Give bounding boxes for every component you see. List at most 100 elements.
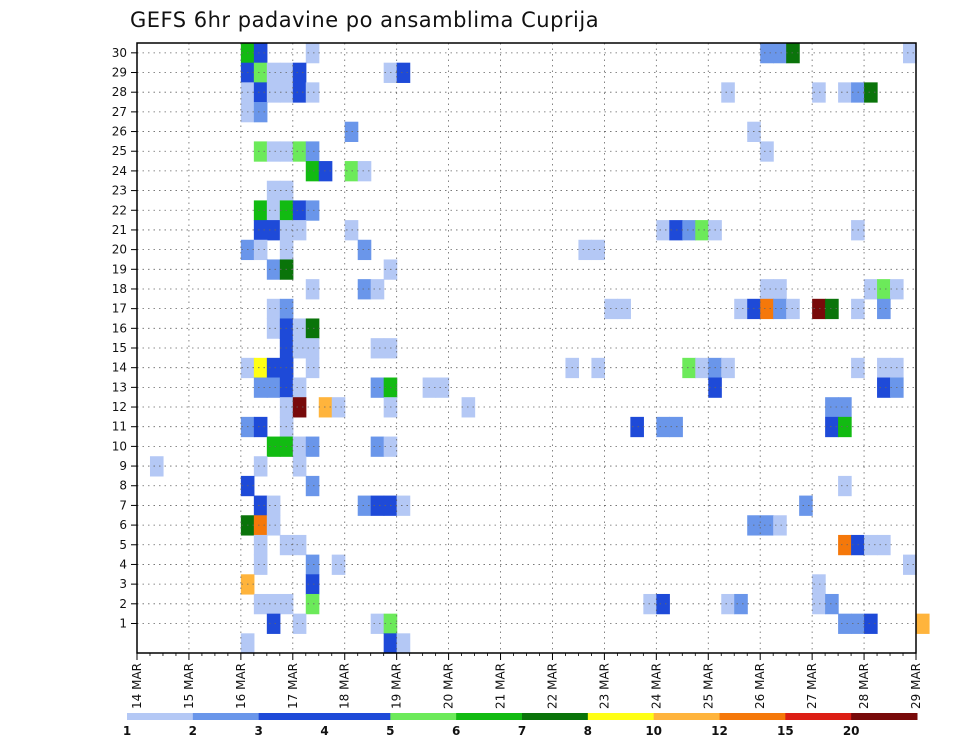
grid-lines [137,43,916,653]
x-tick-label: 27 MAR [805,663,819,709]
heatmap-cell [292,338,307,359]
y-axis: 1234567891011121314151617181920212223242… [112,46,137,630]
heatmap-cell [305,161,320,182]
heatmap-cell [357,161,372,182]
heatmap-cell [812,593,826,615]
y-tick-label: 26 [112,125,127,139]
heatmap-cell [812,298,826,320]
heatmap-cell [292,62,307,83]
heatmap-cell [656,593,670,615]
heatmap-cell [266,495,281,516]
heatmap-cell [266,613,281,634]
heatmap-cell [253,82,268,103]
heatmap-cell [370,613,385,634]
heatmap-cell [838,475,852,497]
heatmap-cell [266,82,281,103]
heatmap-cell [838,534,852,556]
heatmap-cell [383,633,398,654]
colorbar-label: 20 [843,724,860,738]
y-tick-label: 1 [119,616,127,630]
heatmap-cell [266,259,281,280]
heatmap-cell [396,633,411,654]
colorbar-label: 3 [254,724,262,738]
heatmap-cell [266,180,281,202]
heatmap-cell [864,534,878,556]
heatmap-cell [331,554,346,575]
colorbar-label: 4 [320,724,328,738]
heatmap-cell [864,613,878,634]
heatmap-cell [812,82,826,103]
heatmap-cell [305,82,320,103]
x-tick-label: 19 MAR [390,663,404,709]
x-tick-label: 18 MAR [338,663,352,709]
y-tick-label: 6 [119,518,127,532]
y-tick-label: 29 [112,66,127,80]
heatmap-cell [877,357,891,379]
heatmap-cell [825,416,839,438]
colorbar-swatch [851,713,918,720]
heatmap-cell [864,82,878,103]
colorbar-swatch [785,713,852,720]
heatmap-cell [266,298,281,320]
heatmap-cell [721,593,735,615]
heatmap-cell [682,220,696,241]
heatmap-cell [253,220,268,241]
heatmap-cell [825,298,839,320]
y-tick-label: 18 [112,282,127,296]
heatmap-cell [760,515,774,536]
heatmap-cell [617,298,631,320]
colorbar-label: 1 [123,724,131,738]
y-tick-label: 16 [112,321,127,335]
heatmap-cell [773,298,787,320]
x-tick-label: 23 MAR [597,663,611,709]
colorbar-label: 12 [711,724,728,738]
heatmap-cell [253,554,268,575]
heatmap-cell [253,456,268,477]
heatmap-cell [266,436,281,457]
heatmap-cell [370,279,385,300]
colorbar-label: 5 [386,724,394,738]
heatmap-cell [266,220,281,241]
heatmap-cell [370,338,385,359]
heatmap-cell [838,613,852,634]
colorbar-swatch [127,713,194,720]
heatmap-cell [253,239,268,261]
colorbar-swatch [653,713,720,720]
heatmap-cell [266,62,281,83]
heatmap-cell [266,200,281,221]
heatmap-cell [799,495,813,516]
y-tick-label: 27 [112,105,127,119]
heatmap-cell [773,515,787,536]
colorbar-swatch [587,713,655,720]
heatmap-cell [292,200,307,221]
heatmap-cell [292,377,307,398]
x-tick-label: 26 MAR [753,663,767,709]
heatmap-cell [357,495,372,516]
heatmap-cell [734,298,748,320]
y-tick-label: 14 [112,361,127,375]
y-tick-label: 15 [112,341,127,355]
colorbar-swatch [258,713,325,720]
y-tick-label: 17 [112,302,127,316]
heatmap-cell [838,82,852,103]
heatmap-cell [305,141,320,162]
heatmap-cell [318,397,333,418]
y-tick-label: 19 [112,262,127,276]
y-tick-label: 2 [119,597,127,611]
colorbar-swatch [324,713,391,720]
heatmap-cell [578,239,593,261]
heatmap-cell [695,357,709,379]
colorbar-label: 7 [518,724,526,738]
x-axis: 14 MAR 15 MAR 16 MAR 17 MAR 18 MAR 19 MAR 20 M… [130,653,923,709]
heatmap-cell [292,456,307,477]
x-tick-label: 25 MAR [701,663,715,709]
heatmap-cell [292,436,307,457]
x-tick-label: 24 MAR [649,663,663,709]
x-tick-label: 15 MAR [182,663,196,709]
heatmap-cell [253,102,268,123]
heatmap-cell [877,298,891,320]
heatmap-cell [253,62,268,83]
heatmap-cell [773,279,787,300]
y-tick-label: 7 [119,498,127,512]
heatmap-cell [292,220,307,241]
